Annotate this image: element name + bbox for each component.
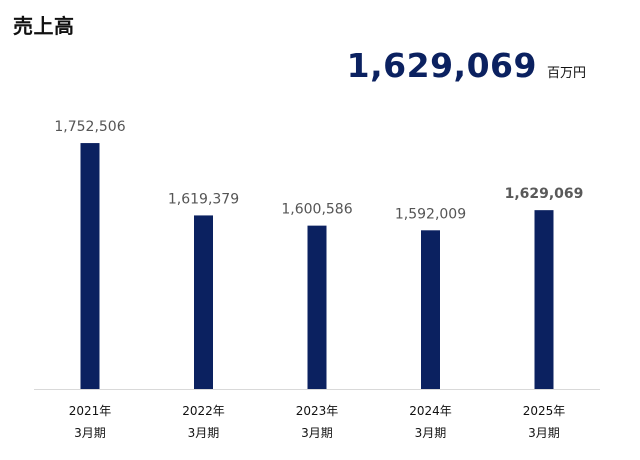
headline-value: 1,629,069 — [346, 46, 537, 85]
bar-1 — [194, 215, 213, 389]
headline-total: 1,629,069 百万円 — [347, 46, 586, 85]
bar-2 — [307, 225, 327, 389]
bar-value-label-3: 1,592,009 — [395, 206, 466, 222]
x-tick-year-0: 2021年 — [69, 404, 112, 418]
bar-3 — [421, 230, 440, 389]
x-tick-year-4: 2025年 — [523, 404, 566, 418]
x-tick-year-3: 2024年 — [409, 404, 452, 418]
page-title: 売上高 — [13, 14, 75, 38]
bar-value-label-1: 1,619,379 — [168, 191, 239, 207]
x-tick-year-1: 2022年 — [182, 404, 225, 418]
bar-0 — [80, 143, 100, 389]
bar-value-label-2: 1,600,586 — [281, 202, 352, 218]
bar-4 — [534, 210, 554, 389]
x-tick-year-2: 2023年 — [296, 404, 339, 418]
x-tick-period-0: 3月期 — [74, 426, 106, 440]
value-labels: 1,752,506 1,619,379 1,600,586 1,592,009 1,62… — [54, 119, 583, 222]
x-axis-tick-labels: 2021年 3月期 2022年 3月期 2023年 3月期 2024年 3月期 2025年 3月期 — [69, 404, 566, 440]
x-tick-period-1: 3月期 — [188, 426, 220, 440]
x-tick-period-2: 3月期 — [301, 426, 333, 440]
bar-series — [80, 143, 554, 389]
headline-unit: 百万円 — [546, 66, 586, 81]
x-tick-period-4: 3月期 — [528, 426, 560, 440]
bar-value-label-4: 1,629,069 — [505, 186, 584, 202]
x-tick-period-3: 3月期 — [415, 426, 447, 440]
bar-value-label-0: 1,752,506 — [54, 119, 125, 135]
